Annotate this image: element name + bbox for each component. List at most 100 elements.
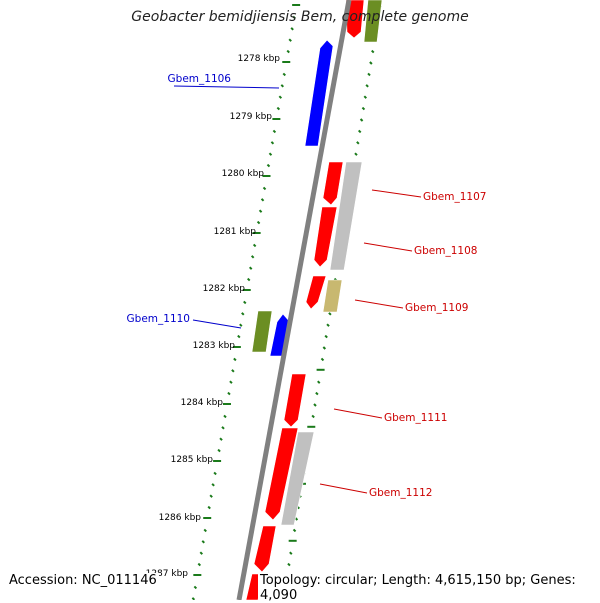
tick-mark [365, 84, 369, 88]
tick-mark [258, 209, 263, 213]
gene-arrow [363, 0, 383, 43]
gene-arrow [313, 206, 338, 268]
tick-mark [363, 95, 367, 99]
tick-mark [289, 551, 293, 555]
tick-mark [317, 380, 321, 384]
gene-label: Gbem_1112 [369, 487, 432, 499]
tick-mark [239, 323, 243, 327]
gene-arrow [280, 431, 315, 526]
tick-mark [260, 198, 265, 202]
tick-mark [313, 403, 317, 407]
tick-mark [322, 346, 327, 350]
tick-mark [280, 84, 285, 88]
tick-mark [328, 312, 332, 316]
tick-mark [272, 129, 277, 134]
tick-mark [191, 597, 196, 600]
tick-mark [231, 369, 235, 373]
gene-arrow [345, 0, 365, 39]
gene-label: Gbem_1108 [414, 245, 477, 257]
gene-label-leader [319, 483, 368, 494]
tick-mark [237, 334, 241, 339]
tick-mark [197, 562, 202, 567]
gene-arrow [322, 279, 343, 313]
tick-mark [247, 277, 251, 282]
tick-mark [223, 414, 227, 419]
gene-label-leader [192, 319, 242, 329]
gene-features [245, 0, 383, 600]
topology-text: Topology: circular; Length: 4,615,150 bp… [258, 573, 600, 603]
tick-mark [286, 49, 290, 54]
tick-mark [229, 380, 233, 384]
tick-mark [227, 391, 231, 396]
kbp-label: 1284 kbp [181, 398, 224, 408]
kbp-label: 1278 kbp [238, 54, 281, 64]
tick-mark [250, 255, 255, 259]
tick-mark [315, 391, 319, 396]
tick-mark [292, 15, 296, 20]
kbp-labels: 1278 kbp 1279 kbp 1280 kbp 1281 kbp 1282 kbp… [146, 54, 281, 579]
tick-mark [367, 72, 371, 77]
gene-arrow [305, 275, 327, 310]
kbp-label: 1281 kbp [214, 227, 257, 237]
gene-label: Gbem_1110 [127, 313, 190, 325]
map-title: Geobacter bemidjiensis Bem, complete gen… [131, 9, 469, 25]
tick-mark [221, 426, 225, 430]
tick-mark [282, 72, 286, 77]
tick-mark [268, 152, 273, 156]
tick-mark [354, 152, 358, 156]
tick-mark [369, 61, 373, 65]
kbp-label: 1279 kbp [230, 112, 273, 122]
tick-mark [311, 414, 315, 419]
tick-mark [359, 118, 364, 122]
tick-mark [217, 448, 221, 453]
tick-mark [262, 186, 267, 191]
genome-backbone [236, 0, 352, 600]
gene-arrow [264, 427, 299, 521]
tick-mark [324, 334, 328, 339]
kbp-label: 1280 kbp [222, 169, 265, 179]
kbp-label: 1287 kbp [146, 569, 189, 579]
tick-mark [266, 163, 271, 168]
gene-arrow [283, 373, 307, 428]
gene-arrow [304, 39, 334, 147]
kbp-label: 1282 kbp [203, 284, 246, 294]
gene-label: Gbem_1111 [384, 412, 447, 424]
tick-mark [252, 243, 257, 248]
gene-label-leader [173, 85, 280, 89]
kbp-label: 1283 kbp [193, 341, 236, 351]
gene-arrow [322, 161, 344, 206]
kbp-label: 1285 kbp [171, 455, 214, 465]
tick-mark [219, 437, 223, 441]
tick-mark [193, 585, 198, 590]
tick-mark [203, 528, 207, 533]
tick-mark [201, 540, 205, 544]
gene-labels: Gbem_1106 Gbem_1107 Gbem_1108 Gbem_1109 Gbem… [127, 73, 487, 499]
tick-mark [211, 483, 215, 487]
tick-mark [248, 266, 253, 270]
gene-label: Gbem_1106 [168, 73, 232, 85]
gene-label: Gbem_1107 [423, 191, 486, 203]
gene-label-leader [333, 408, 383, 419]
tick-mark [357, 129, 362, 134]
kbp-label: 1286 kbp [159, 513, 202, 523]
gene-arrow [329, 161, 363, 271]
tick-mark [209, 494, 213, 498]
gene-arrow [251, 310, 273, 353]
tick-mark [278, 95, 283, 99]
tick-mark [256, 220, 261, 225]
tick-mark [213, 471, 217, 476]
tick-mark [290, 27, 294, 31]
gene-label-leader [363, 242, 413, 252]
tick-mark [241, 312, 245, 316]
gene-label-leader [354, 299, 404, 309]
gene-label-leader [371, 189, 422, 198]
tick-mark [287, 562, 291, 567]
tick-mark [233, 357, 237, 362]
tick-mark [320, 357, 325, 362]
accession-text: Accession: NC_011146 [7, 573, 159, 588]
tick-mark [243, 300, 247, 305]
gene-arrow [253, 525, 277, 573]
tick-mark [361, 106, 366, 111]
gene-label: Gbem_1109 [405, 302, 468, 314]
